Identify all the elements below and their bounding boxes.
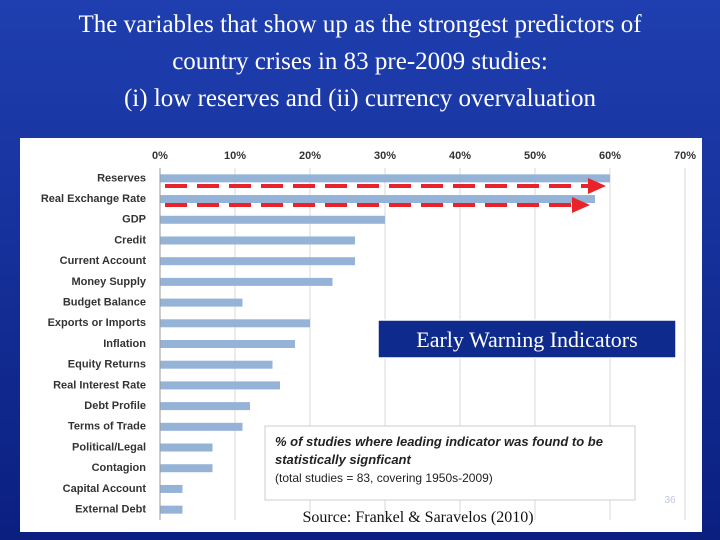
y-tick-label: Equity Returns (68, 359, 146, 371)
bar (160, 360, 273, 369)
y-tick-label: Terms of Trade (68, 421, 146, 433)
x-tick-label: 50% (524, 150, 546, 162)
bar (160, 257, 355, 266)
y-tick-label: GDP (122, 214, 146, 226)
y-tick-label: Credit (114, 234, 146, 246)
bar (160, 215, 385, 224)
y-tick-label: Capital Account (63, 483, 147, 495)
slide-number: 36 (664, 495, 676, 506)
x-tick-label: 0% (152, 150, 168, 162)
bar (160, 484, 183, 493)
x-tick-label: 40% (449, 150, 471, 162)
bar (160, 443, 213, 452)
y-tick-label: Exports or Imports (48, 317, 146, 329)
bar (160, 236, 355, 245)
x-tick-label: 20% (299, 150, 321, 162)
bar (160, 422, 243, 431)
bar (160, 298, 243, 307)
title-line: The variables that show up as the strong… (78, 11, 642, 38)
bar (160, 195, 595, 204)
x-tick-label: 10% (224, 150, 246, 162)
overlay-box (377, 319, 677, 359)
y-tick-label: Debt Profile (84, 400, 146, 412)
note-line: (total studies = 83, covering 1950s-2009… (275, 471, 493, 485)
x-tick-label: 30% (374, 150, 396, 162)
note-line: % of studies where leading indicator was… (275, 434, 603, 449)
bar (160, 381, 280, 390)
y-tick-label: Inflation (103, 338, 146, 350)
bar (160, 340, 295, 348)
arrows (165, 178, 606, 213)
x-tick-label: 70% (674, 150, 696, 162)
bar (160, 505, 183, 514)
bar (160, 277, 333, 286)
overlay-label: Early Warning Indicators (416, 327, 637, 352)
bar (160, 174, 610, 183)
y-tick-label: Reserves (97, 172, 146, 184)
note-line: statistically signficant (275, 452, 411, 467)
bar (160, 319, 310, 328)
source: Source: Frankel & Saravelos (2010) (302, 509, 533, 526)
y-tick-label: Current Account (60, 255, 147, 267)
y-tick-label: Real Interest Rate (53, 379, 146, 391)
x-tick-label: 60% (599, 150, 621, 162)
title-line: country crises in 83 pre-2009 studies: (172, 48, 548, 75)
y-tick-label: Budget Balance (63, 296, 146, 308)
bar (160, 402, 250, 411)
y-tick-label: Political/Legal (72, 441, 146, 453)
y-tick-label: External Debt (75, 504, 146, 516)
note-box (264, 425, 636, 501)
y-tick-label: Money Supply (71, 276, 146, 288)
bar (160, 464, 213, 473)
y-tick-label: Contagion (92, 462, 147, 474)
y-tick-label: Real Exchange Rate (41, 193, 146, 205)
title-line: (i) low reserves and (ii) currency overv… (124, 85, 597, 112)
